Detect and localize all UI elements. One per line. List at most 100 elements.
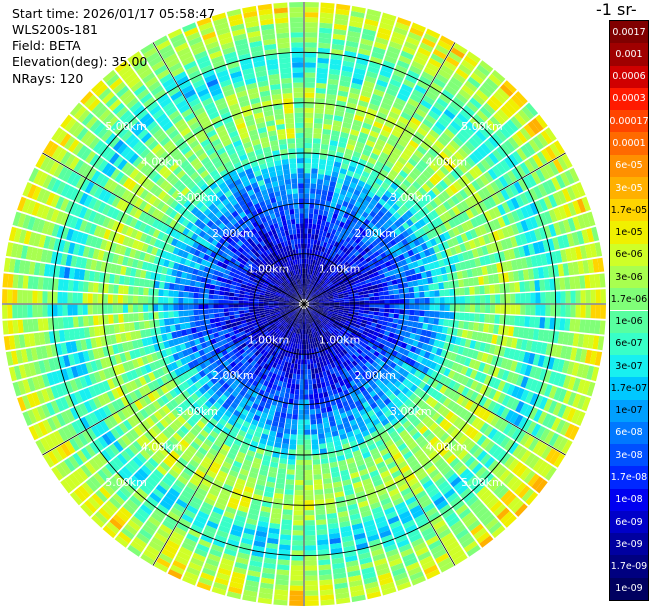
ray-gate	[396, 391, 405, 400]
ray-gate	[454, 312, 460, 320]
ray-gate	[360, 351, 367, 358]
ray-gate	[496, 262, 503, 273]
ray-gate	[422, 428, 432, 439]
ray-gate	[337, 313, 343, 317]
ray-gate	[364, 304, 370, 308]
ray-gate	[324, 488, 334, 495]
ray-gate	[383, 271, 391, 278]
ray-gate	[418, 186, 428, 196]
ray-gate	[353, 250, 360, 257]
ray-gate	[337, 324, 344, 329]
ray-gate	[411, 22, 426, 33]
ray-gate	[430, 228, 439, 238]
ray-gate	[382, 164, 392, 173]
ray-gate	[332, 166, 341, 173]
ray-gate	[357, 328, 364, 334]
ray-gate	[358, 99, 369, 108]
ray-gate	[368, 538, 382, 547]
ray-gate	[391, 469, 402, 479]
ray-gate	[313, 347, 317, 354]
ray-gate	[348, 334, 355, 340]
ray-gate	[511, 223, 520, 235]
ray-gate	[410, 153, 421, 163]
ray-gate	[478, 224, 488, 235]
ray-gate	[304, 193, 310, 199]
ray-gate	[289, 600, 304, 606]
ray-gate	[597, 257, 605, 273]
ray-gate	[500, 407, 510, 420]
ray-gate	[378, 134, 389, 143]
ray-gate	[373, 557, 388, 567]
ray-gate	[466, 268, 473, 278]
ray-gate	[376, 111, 388, 120]
ray-gate	[509, 315, 516, 326]
ray-gate	[419, 304, 425, 310]
ray-gate	[454, 262, 462, 272]
ray-gate	[404, 243, 412, 252]
ray-gate	[528, 156, 539, 170]
ray-gate	[444, 289, 450, 297]
ray-gate	[331, 171, 339, 178]
ray-gate	[312, 309, 317, 313]
ray-gate	[495, 162, 507, 175]
ray-gate	[487, 365, 496, 376]
ray-gate	[582, 334, 590, 348]
ray-gate	[392, 243, 400, 251]
ray-gate	[554, 277, 561, 291]
ray-gate	[440, 465, 452, 476]
ray-gate	[304, 479, 313, 486]
ray-gate	[304, 97, 315, 103]
ray-gate	[354, 201, 362, 208]
ray-gate	[278, 544, 291, 551]
ray-gate	[323, 483, 333, 490]
ray-gate	[474, 341, 482, 351]
ray-gate	[296, 459, 304, 466]
ray-gate	[394, 228, 402, 236]
ray-gate	[320, 289, 326, 293]
ray-gate	[394, 220, 402, 228]
ray-gate	[452, 72, 467, 84]
ray-gate	[308, 323, 311, 329]
ray-gate	[376, 31, 391, 41]
ray-gate	[475, 419, 486, 431]
ray-gate	[377, 426, 386, 435]
ray-gate	[333, 224, 339, 231]
ray-gate	[535, 114, 548, 129]
ray-gate	[376, 488, 388, 497]
ray-gate	[373, 88, 385, 97]
ray-gate	[402, 320, 409, 326]
ray-gate	[540, 130, 553, 145]
ray-gate	[500, 294, 506, 304]
ray-gate	[364, 207, 372, 215]
ray-gate	[517, 485, 531, 499]
ray-gate	[306, 289, 309, 295]
ray-gate	[439, 375, 448, 385]
ray-gate	[308, 301, 314, 303]
ray-gate	[315, 313, 320, 318]
ray-gate	[398, 195, 407, 205]
ray-gate	[519, 433, 531, 446]
ray-gate	[397, 233, 406, 241]
ray-gate	[469, 443, 480, 456]
ray-gate	[325, 288, 331, 293]
ray-gate	[364, 297, 370, 301]
ray-gate	[378, 291, 385, 296]
ray-gate	[361, 358, 368, 365]
ray-gate	[325, 324, 331, 329]
ray-gate	[339, 238, 345, 245]
ray-gate	[304, 102, 314, 108]
ray-gate	[501, 394, 511, 407]
ray-gate	[478, 469, 491, 482]
ray-gate	[589, 274, 596, 289]
ray-gate	[412, 180, 422, 190]
ray-gate	[308, 258, 311, 265]
ray-gate	[429, 304, 435, 311]
ray-gate	[329, 461, 339, 468]
ray-gate	[536, 133, 549, 147]
ray-gate	[360, 127, 371, 135]
ray-gate	[367, 341, 374, 348]
ray-gate	[304, 555, 317, 561]
ray-gate	[360, 280, 367, 286]
ray-gate	[491, 525, 506, 539]
ray-gate	[306, 295, 311, 301]
